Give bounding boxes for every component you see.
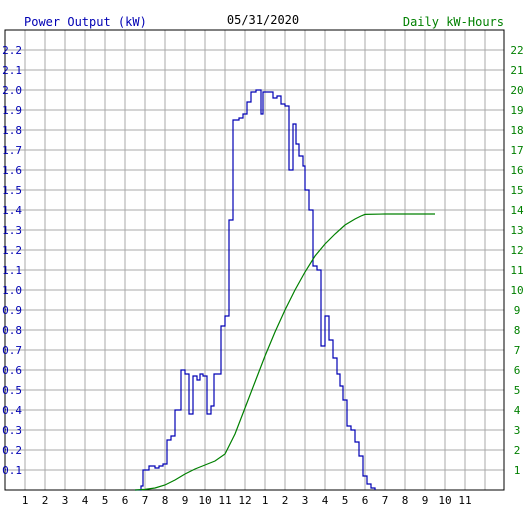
left-tick-label: 0.6 [2,364,22,377]
x-tick-label: 6 [362,494,369,507]
right-tick-label: 15 [510,184,523,197]
x-tick-label: 8 [402,494,409,507]
left-tick-label: 1.6 [2,164,22,177]
plot-frame [4,29,505,491]
right-tick-label: 1 [514,464,521,477]
x-tick-labels: 1 2 3 4 5 6 7 8 9 10 11 12 1 2 3 4 5 6 7 8 9 10 11 [22,494,472,507]
right-tick-label: 9 [514,304,521,317]
right-tick-label: 19 [510,104,523,117]
left-tick-label: 1.5 [2,184,22,197]
left-tick-label: 0.5 [2,384,22,397]
x-tick-label: 3 [302,494,309,507]
right-tick-label: 18 [510,124,523,137]
x-tick-label: 1 [262,494,269,507]
left-tick-labels: 0.1 0.2 0.3 0.4 0.5 0.6 0.7 0.8 0.9 1.0 1.1 1.2 1.3 1… [2,44,22,477]
x-tick-label: 2 [282,494,289,507]
chart-title: 05/31/2020 [227,13,299,27]
right-tick-label: 3 [514,424,521,437]
right-tick-label: 13 [510,224,523,237]
x-tick-label: 10 [438,494,451,507]
x-tick-label: 9 [422,494,429,507]
left-tick-label: 0.3 [2,424,22,437]
x-tick-label: 6 [122,494,129,507]
x-tick-label: 7 [382,494,389,507]
right-tick-label: 20 [510,84,523,97]
right-tick-label: 10 [510,284,523,297]
left-tick-label: 1.1 [2,264,22,277]
x-tick-label: 4 [82,494,89,507]
x-tick-label: 9 [182,494,189,507]
left-tick-label: 1.8 [2,124,22,137]
daily-kwh-series-line [134,213,435,491]
x-tick-label: 7 [142,494,149,507]
series-lines [134,89,435,491]
right-tick-label: 6 [514,364,521,377]
right-tick-label: 7 [514,344,521,357]
left-tick-label: 0.8 [2,324,22,337]
right-tick-label: 11 [510,264,523,277]
right-tick-label: 2 [514,444,521,457]
x-tick-label: 1 [22,494,29,507]
left-tick-label: 0.7 [2,344,22,357]
left-tick-label: 2.2 [2,44,22,57]
left-axis-title: Power Output (kW) [24,15,147,29]
right-tick-label: 5 [514,384,521,397]
left-tick-label: 0.9 [2,304,22,317]
x-tick-label: 8 [162,494,169,507]
left-tick-label: 1.3 [2,224,22,237]
x-tick-label: 11 [218,494,231,507]
right-tick-label: 8 [514,324,521,337]
x-tick-label: 4 [322,494,329,507]
right-tick-label: 16 [510,164,523,177]
left-tick-label: 1.2 [2,244,22,257]
right-axis-title: Daily kW-Hours [403,15,504,29]
left-tick-label: 0.4 [2,404,22,417]
right-tick-label: 21 [510,64,523,77]
right-tick-label: 4 [514,404,521,417]
x-tick-label: 5 [342,494,349,507]
x-tick-label: 2 [42,494,49,507]
x-tick-label: 10 [198,494,211,507]
x-tick-label: 11 [458,494,471,507]
x-tick-label: 5 [102,494,109,507]
left-tick-label: 1.9 [2,104,22,117]
right-tick-label: 14 [510,204,524,217]
left-tick-label: 1.7 [2,144,22,157]
x-tick-label: 3 [62,494,69,507]
grid-lines [5,30,504,490]
left-tick-label: 0.2 [2,444,22,457]
right-tick-label: 17 [510,144,523,157]
x-tick-label: 12 [238,494,251,507]
left-tick-label: 1.4 [2,204,22,217]
right-tick-label: 12 [510,244,523,257]
left-tick-label: 1.0 [2,284,22,297]
left-tick-label: 0.1 [2,464,22,477]
left-tick-label: 2.0 [2,84,22,97]
right-tick-label: 22 [510,44,523,57]
power-output-series-line [135,89,376,491]
left-tick-label: 2.1 [2,64,22,77]
